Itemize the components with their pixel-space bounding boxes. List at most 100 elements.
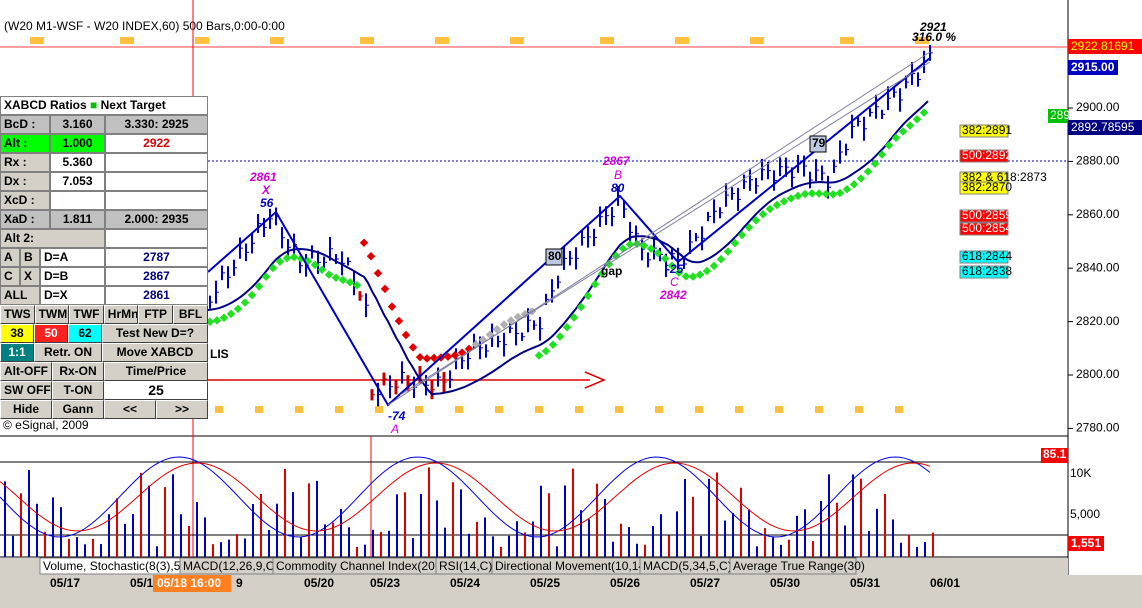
panel-cell: Alt 2: — [0, 229, 105, 248]
trail-dot — [247, 290, 257, 300]
fib-tag — [959, 250, 1009, 264]
trail-dot — [667, 261, 677, 270]
session-marker — [255, 406, 263, 413]
trail-dot — [688, 272, 698, 281]
fib-tag — [959, 209, 1009, 223]
panel-button[interactable]: << — [104, 400, 156, 419]
trail-dot — [240, 298, 250, 307]
panel-title: Next Target — [100, 98, 166, 112]
trail-dot — [338, 275, 348, 285]
panel-button[interactable]: 25 — [104, 381, 208, 400]
panel-cell: XaD : — [0, 210, 50, 229]
tab-label: Directional Movement(10,14) — [495, 559, 649, 573]
trail-dot — [394, 316, 404, 326]
price-tag — [1068, 536, 1104, 551]
price-tag — [1068, 39, 1142, 54]
tab — [729, 557, 857, 575]
panel-cell: C — [0, 267, 20, 286]
tab-label: RSI(14,C) — [439, 559, 492, 573]
price-tag — [1048, 109, 1068, 123]
trail-dot — [534, 351, 544, 360]
panel-button[interactable]: Gann — [52, 400, 104, 419]
session-marker — [655, 406, 663, 413]
panel-button[interactable]: Retr. ON — [34, 343, 102, 362]
tab-label: Commodity Channel Index(20,C) — [276, 559, 451, 573]
panel-button[interactable]: >> — [156, 400, 208, 419]
session-marker — [615, 406, 623, 413]
panel-cell: Dx : — [0, 172, 50, 191]
pattern-line — [207, 57, 931, 407]
trail-dot — [324, 270, 334, 279]
panel-button[interactable]: 1:1 — [0, 343, 34, 362]
annotation: 80 — [611, 181, 625, 195]
panel-cell: B — [20, 248, 40, 267]
price-tag — [1068, 120, 1142, 135]
trail-dot — [226, 309, 236, 319]
trail-dot — [254, 282, 264, 291]
session-marker — [695, 406, 703, 413]
copyright: © eSignal, 2009 — [3, 418, 89, 432]
panel-cell — [50, 191, 105, 210]
panel-button[interactable]: Test New D=? — [102, 324, 208, 343]
panel-cell: 2867 — [105, 267, 208, 286]
panel-cell — [105, 172, 208, 191]
panel-button[interactable]: TWF — [69, 305, 104, 324]
panel-button[interactable]: Hide — [0, 400, 52, 419]
trail-dot — [373, 269, 383, 278]
trail-dot — [422, 354, 432, 363]
panel-button[interactable]: Time/Price — [104, 362, 208, 381]
panel-button[interactable]: BFL — [173, 305, 208, 324]
panel-button[interactable]: TWS — [0, 305, 35, 324]
price-tag-text: 2922.81691 — [1071, 39, 1135, 53]
panel-button[interactable]: 62 — [68, 324, 102, 343]
session-marker — [840, 37, 854, 44]
trail-dot — [408, 343, 418, 352]
trail-dot — [443, 352, 453, 361]
trail-dot — [674, 268, 684, 277]
trail-dot — [541, 346, 551, 356]
panel-button[interactable]: FTP — [138, 305, 173, 324]
panel-button[interactable]: SW OFF — [0, 381, 52, 400]
session-marker — [535, 406, 543, 413]
session-marker — [335, 406, 343, 413]
trail-dot — [576, 302, 586, 312]
trail-dot — [289, 252, 299, 262]
session-marker — [455, 406, 463, 413]
axis-label: 2840.00 — [1076, 260, 1120, 274]
tab-label: Average True Range(30) — [733, 559, 865, 573]
trail-dot — [681, 272, 691, 281]
trail-dot — [492, 325, 502, 334]
panel-cell: D=A — [40, 248, 105, 267]
panel-button[interactable]: Move XABCD — [102, 343, 208, 362]
trail-dot — [359, 238, 369, 247]
panel-button[interactable]: Rx-ON — [52, 362, 104, 381]
date-label: 05/20 — [304, 576, 334, 590]
trail-dot — [310, 260, 320, 270]
annotation: 2861 — [249, 170, 277, 184]
trail-dot — [415, 352, 425, 362]
panel-button[interactable]: HrMn — [103, 305, 139, 324]
trail-dot — [499, 320, 509, 329]
panel-button[interactable]: 50 — [34, 324, 68, 343]
panel-cell: 7.053 — [50, 172, 105, 191]
session-marker — [775, 406, 783, 413]
trail-dot — [345, 278, 355, 287]
panel-button[interactable]: TWM — [34, 305, 70, 324]
panel-button[interactable]: 38 — [0, 324, 34, 343]
price-axis-bg — [1068, 0, 1142, 608]
moving-average — [207, 100, 929, 396]
annotation: 2867 — [602, 154, 631, 168]
fib-tag-text: 618:2838 — [962, 264, 1012, 278]
panel-cell: 2.000: 2935 — [105, 210, 208, 229]
panel-cell: Rx : — [0, 153, 50, 172]
session-marker — [600, 37, 614, 44]
session-marker — [295, 406, 303, 413]
fib-tag — [959, 265, 1009, 279]
panel-button[interactable]: Alt-OFF — [0, 362, 52, 381]
panel-button[interactable]: T-ON — [52, 381, 104, 400]
panel-cell: 3.160 — [50, 115, 105, 134]
trail-dot — [450, 350, 460, 360]
price-tag — [1041, 448, 1068, 463]
